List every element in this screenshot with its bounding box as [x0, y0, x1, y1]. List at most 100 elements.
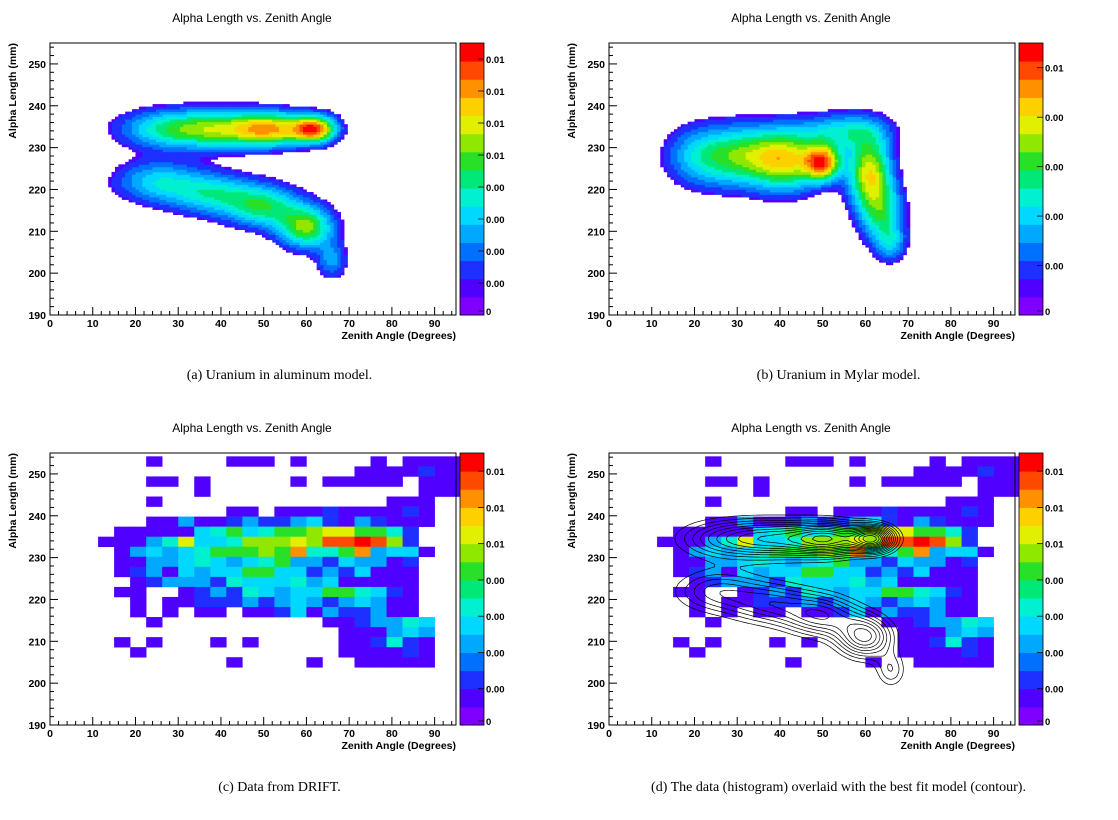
chart-b-contour-cell [756, 174, 760, 178]
chart-b-contour-cell [820, 134, 825, 138]
chart-a-contour-cell [323, 239, 328, 243]
chart-a-contour-cell [145, 131, 150, 135]
chart-a-contour-cell [200, 212, 205, 215]
chart-a-contour-cell [207, 179, 212, 183]
chart-b-contour-cell [714, 136, 719, 140]
chart-a-contour-cell [166, 119, 171, 123]
chart-a-contour-cell [114, 116, 119, 120]
chart-a-contour-cell [275, 222, 280, 226]
chart-a-contour-cell [210, 109, 215, 113]
chart-a-contour-cell [190, 121, 194, 125]
chart-b-contour-cell [691, 184, 695, 188]
chart-b-contour-cell [762, 199, 767, 203]
chart-a-contour-cell [176, 116, 181, 120]
chart-b-contour-cell [728, 131, 733, 135]
chart-a-contour-cell [333, 209, 338, 213]
chart-a-contour-cell [128, 161, 133, 165]
chart-b-contour-cell [728, 164, 733, 168]
chart-a-contour-cell [166, 176, 171, 180]
chart-a-contour-cell [320, 222, 324, 226]
chart-b-contour-cell [797, 196, 801, 200]
chart-a-contour-cell [214, 149, 218, 153]
chart-b-contour-cell [851, 161, 856, 165]
chart-a-contour-cell [279, 199, 283, 203]
chart-a-contour-cell [279, 191, 283, 195]
chart-b-contour-cell [834, 146, 839, 150]
chart-a-contour-cell [152, 191, 157, 195]
chart-a-contour-cell [299, 129, 304, 133]
chart-a-contour-cell [320, 109, 324, 113]
chart-b-contour-cell [708, 191, 712, 195]
chart-a-contour-cell [234, 121, 239, 125]
chart-a-contour-cell [207, 161, 212, 165]
chart-b-contour-cell [779, 181, 784, 185]
chart-a-contour-cell [306, 131, 311, 135]
chart-a-contour-cell [121, 196, 126, 200]
chart-b-contour-cell [838, 114, 842, 118]
chart-b-contour-cell [721, 141, 726, 145]
chart-a-contour-cell [285, 181, 290, 185]
chart-b-contour-cell [711, 171, 716, 175]
chart-a-contour-cell [320, 264, 324, 268]
chart-a-contour-cell [320, 207, 324, 210]
chart-a-contour-cell [268, 234, 273, 238]
chart-b-contour-cell [858, 164, 863, 168]
chart-b-contour-cell [718, 139, 723, 143]
chart-a-contour-cell [275, 126, 280, 130]
chart-b-contour-cell [673, 169, 678, 173]
chart-b-contour-cell [834, 149, 839, 153]
chart-a-contour-cell [214, 184, 218, 188]
chart-a-contour-cell [306, 114, 311, 118]
chart-b-contour-cell [814, 151, 818, 155]
chart-b-contour-cell [820, 171, 825, 175]
chart-a-contour-cell [323, 222, 328, 226]
chart-b-contour-cell [691, 149, 695, 153]
chart-b-contour-cell [858, 154, 863, 158]
chart-b-contour-cell [862, 154, 866, 158]
chart-a-contour-cell [186, 129, 191, 133]
chart-a-contour-cell [296, 186, 300, 190]
chart-a-contour-cell [231, 136, 236, 140]
chart-a-contour-cell [224, 222, 229, 226]
chart-b-contour-cell [817, 171, 822, 175]
chart-b-contour-cell [838, 189, 842, 193]
chart-a-contour-cell [251, 109, 256, 113]
chart-a-contour-cell [272, 184, 277, 188]
chart-b-contour-cell [759, 166, 764, 170]
chart-a-contour-cell [248, 116, 253, 120]
chart-b-contour-cell [786, 149, 791, 153]
chart-a-contour-cell [282, 222, 287, 226]
chart-a-contour-cell [135, 114, 140, 118]
chart-b-contour-cell [786, 174, 791, 178]
chart-a-contour-cell [265, 229, 270, 233]
chart-a-contour-cell [176, 196, 181, 200]
chart-a-contour-cell [190, 184, 194, 188]
chart-b-contour-cell [779, 119, 784, 123]
chart-b-contour-cell [844, 149, 849, 153]
chart-b-contour-cell [841, 144, 846, 148]
chart-a-contour-cell [265, 191, 270, 195]
chart-b-contour-cell [820, 169, 825, 173]
chart-b-contour-cell [793, 191, 798, 195]
chart-a-contour-cell [289, 207, 294, 210]
chart-b-contour-cell [711, 174, 716, 178]
chart-a-contour-cell [289, 204, 294, 208]
chart-b-contour-cell [844, 199, 849, 203]
chart-a-ytick-label: 210 [28, 226, 46, 238]
chart-b-contour-cell [831, 186, 836, 190]
chart-b-contour-cell [817, 141, 822, 145]
chart-a-contour-cell [255, 101, 259, 105]
chart-a-contour-cell [234, 181, 239, 185]
chart-b-contour-cell [708, 159, 712, 163]
chart-a-contour-cell [303, 219, 307, 223]
chart-b-contour-cell [769, 176, 774, 180]
chart-b-contour-cell [694, 121, 699, 125]
chart-a-contour-cell [193, 191, 198, 195]
chart-b-contour-cell [797, 151, 801, 155]
chart-b-contour-cell [779, 134, 784, 138]
chart-a-contour-cell [296, 116, 300, 120]
chart-a-contour-cell [272, 124, 277, 128]
chart-a-contour-cell [282, 204, 287, 208]
chart-a-contour-cell [265, 196, 270, 200]
chart-b-contour-cell [680, 179, 685, 183]
